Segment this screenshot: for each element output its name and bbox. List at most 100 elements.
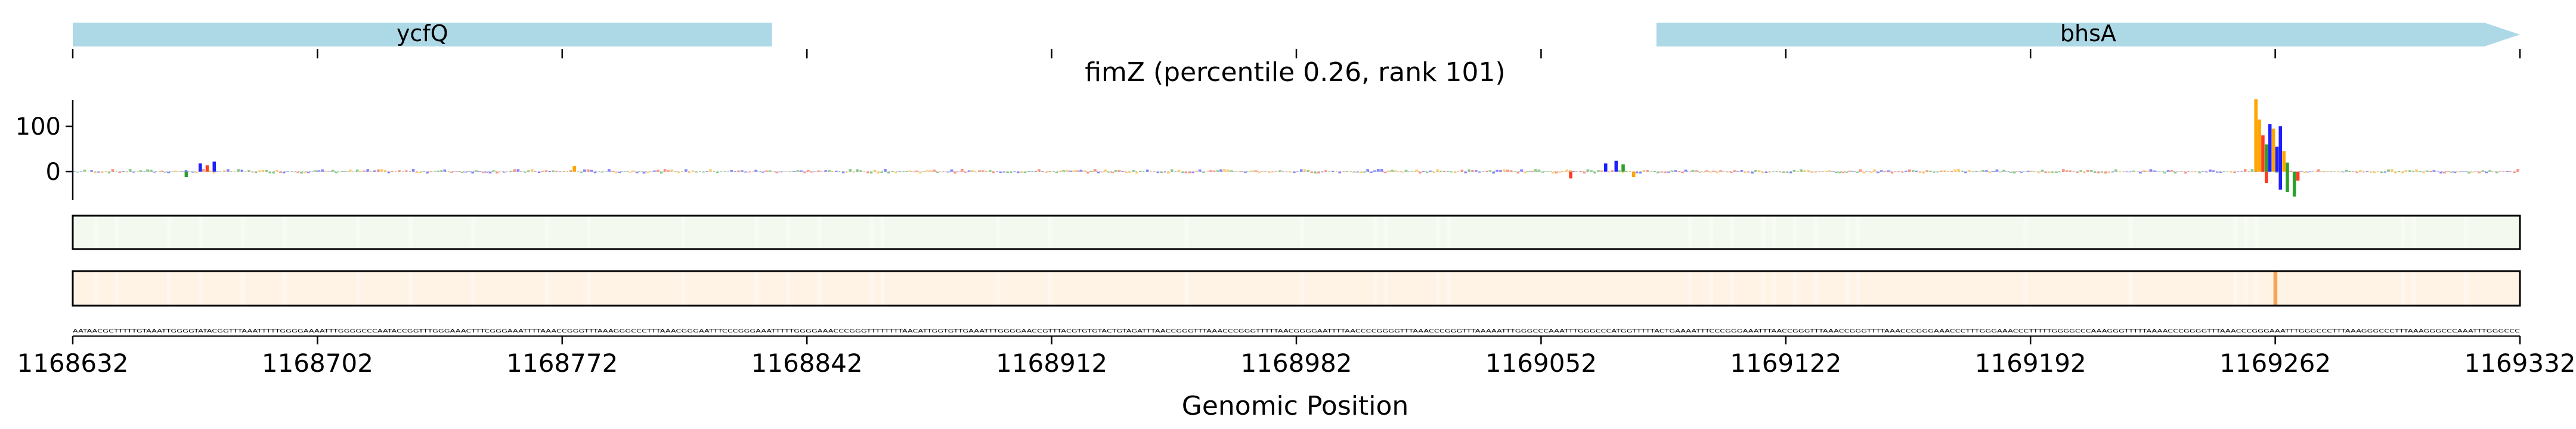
attribution-noise-bar (184, 170, 188, 172)
attribution-noise-bar (884, 169, 887, 172)
heatmap-cell (1048, 271, 1052, 306)
attribution-peak-A (2292, 172, 2296, 197)
attribution-noise-bar (2446, 171, 2450, 172)
attribution-noise-bar (163, 172, 167, 173)
attribution-noise-bar (1736, 171, 1740, 172)
heatmap-cell (2233, 271, 2238, 306)
attribution-noise-bar (496, 172, 499, 174)
attribution-noise-bar (2198, 172, 2202, 173)
attribution-noise-bar (824, 170, 828, 172)
attribution-noise-bar (1789, 172, 1792, 173)
heatmap-cell (586, 271, 591, 306)
attribution-noise-bar (1254, 170, 1258, 172)
attribution-noise-bar (1331, 170, 1335, 172)
attribution-noise-bar (887, 172, 890, 174)
heatmap-cell (2233, 216, 2238, 249)
attribution-noise-bar (1988, 172, 1992, 173)
attribution-noise-bar (2355, 172, 2359, 173)
attribution-noise-bar (268, 172, 272, 174)
heatmap-frame (72, 270, 2521, 307)
heatmap-cell (880, 216, 885, 249)
attribution-noise-bar (590, 169, 593, 172)
attribution-peak-G (572, 166, 576, 172)
attribution-noise-bar (1016, 172, 1020, 173)
attribution-noise-bar (1828, 170, 1831, 172)
attribution-noise-bar (202, 169, 205, 172)
attribution-noise-bar (2470, 172, 2474, 173)
attribution-noise-bar (1933, 172, 1936, 173)
heatmap-cell (586, 216, 591, 249)
attribution-noise-bar (2506, 171, 2509, 172)
attribution-noise-bar (1841, 172, 1845, 173)
attribution-noise-bar (97, 172, 100, 173)
attribution-noise-bar (1090, 170, 1093, 172)
attribution-noise-bar (1877, 172, 1880, 173)
attribution-noise-bar (1684, 169, 1688, 172)
attribution-peak-G (2254, 99, 2258, 172)
heatmap-cell (880, 271, 885, 306)
attribution-noise-bar (167, 172, 170, 173)
gene-ycfQ (73, 23, 772, 46)
attribution-noise-bar (1324, 170, 1327, 172)
attribution-noise-bar (845, 172, 849, 173)
attribution-noise-bar (1757, 170, 1761, 172)
attribution-noise-bar (1593, 172, 1597, 174)
attribution-noise-bar (1922, 172, 1925, 174)
attribution-noise-bar (866, 172, 869, 173)
attribution-noise-bar (366, 169, 370, 172)
attribution-noise-bar (1800, 169, 1803, 172)
heatmap-cell (2023, 216, 2028, 249)
heatmap-cell (282, 271, 287, 306)
attribution-noise-bar (1121, 171, 1125, 172)
attribution-noise-bar (660, 172, 663, 174)
attribution-noise-bar (122, 171, 125, 172)
heatmap-cell (199, 271, 203, 306)
attribution-noise-bar (1639, 172, 1642, 174)
attribution-noise-bar (1299, 169, 1303, 172)
attribution-noise-bar (100, 172, 104, 173)
attribution-noise-bar (349, 169, 352, 172)
attribution-noise-bar (387, 172, 391, 173)
heatmap-cell (2128, 216, 2133, 249)
heatmap-cell (2411, 216, 2416, 249)
attribution-noise-bar (1524, 172, 1527, 173)
attribution-noise-bar (2142, 170, 2145, 172)
attribution-noise-bar (1744, 172, 1747, 173)
heatmap-cell (2128, 271, 2133, 306)
attribution-noise-bar (1034, 170, 1037, 172)
attribution-noise-bar (1194, 170, 1198, 172)
x-axis-tick-label: 1168912 (996, 349, 1107, 378)
attribution-noise-bar (1167, 172, 1170, 174)
attribution-noise-bar (94, 172, 97, 173)
attribution-noise-bar (1401, 172, 1404, 173)
attribution-noise-bar (1834, 172, 1838, 173)
heatmap-cell (1688, 216, 1692, 249)
attribution-noise-bar (2516, 169, 2519, 172)
attribution-noise-bar (1191, 172, 1194, 173)
attribution-noise-bar (1048, 171, 1051, 172)
attribution-noise-bar (1764, 172, 1768, 173)
attribution-noise-bar (608, 169, 611, 172)
attribution-noise-bar (775, 172, 779, 173)
attribution-noise (73, 169, 2519, 174)
attribution-noise-bar (1010, 172, 1013, 173)
attribution-noise-bar (2373, 172, 2376, 173)
heatmap-cell (1299, 216, 1304, 249)
attribution-noise-bar (488, 172, 492, 174)
attribution-noise-bar (580, 172, 583, 173)
attribution-noise-bar (1600, 170, 1603, 172)
heatmap-cell (199, 216, 203, 249)
attribution-noise-bar (1856, 172, 1859, 173)
attribution-noise-bar (128, 169, 132, 172)
attribution-noise-bar (2429, 170, 2432, 172)
attribution-noise-bar (1708, 172, 1712, 173)
attribution-noise-bar (2149, 169, 2153, 172)
attribution-noise-bar (1761, 172, 1764, 173)
attribution-noise-bar (1499, 170, 1502, 172)
attribution-noise-bar (1222, 169, 1226, 172)
attribution-peak-T (2296, 172, 2300, 181)
attribution-noise-bar (1380, 169, 1383, 172)
attribution-noise-bar (2230, 172, 2233, 173)
heatmap-cell (1383, 271, 1388, 306)
heatmap-cell (817, 216, 822, 249)
